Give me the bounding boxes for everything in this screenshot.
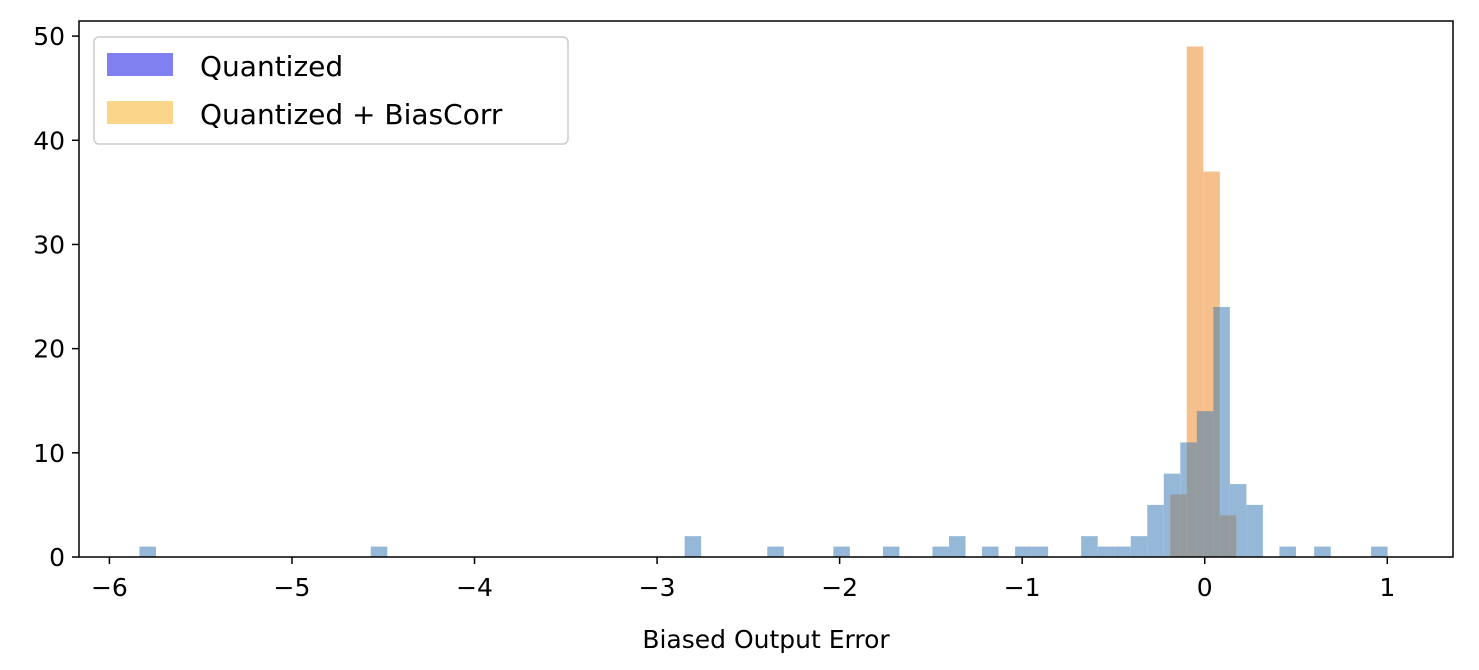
x-tick-label: −1	[1004, 573, 1041, 602]
x-tick-label: 1	[1379, 573, 1395, 602]
bar-quantized-2	[684, 536, 702, 557]
bar-overlap-5	[1213, 306, 1220, 557]
x-tick-label: −4	[456, 573, 493, 602]
bar-quantized-8	[982, 546, 999, 557]
bar-quantized-14	[1130, 536, 1148, 557]
y-tick-label: 20	[33, 335, 65, 364]
plot-frame	[78, 20, 1454, 558]
bar-quantized-5	[882, 546, 900, 557]
bar-quantized-0	[139, 546, 156, 557]
legend-swatch-quantized	[107, 53, 173, 76]
bar-overlap-2	[1186, 442, 1197, 557]
bar-overlap-3	[1196, 411, 1204, 557]
bar-quantized-1	[370, 546, 388, 557]
bar-quantized-15	[1147, 504, 1164, 557]
bar-quantized-21	[1246, 504, 1263, 557]
bar-quantized-22	[1279, 546, 1296, 557]
legend-label-biascorr: Quantized + BiasCorr	[200, 98, 503, 131]
bar-quantized-7	[949, 536, 966, 557]
bar-quantized-9	[1015, 546, 1032, 557]
x-tick-label: −3	[639, 573, 676, 602]
bar-quantized-4	[833, 546, 850, 557]
x-tick-label: −5	[274, 573, 311, 602]
bar-overlap-6	[1219, 515, 1230, 557]
bar-quantized-11	[1081, 536, 1098, 557]
bar-overlap-7	[1229, 515, 1237, 557]
overlap-bars	[1170, 306, 1237, 557]
legend: Quantized Quantized + BiasCorr	[93, 36, 569, 145]
legend-swatch-biascorr	[107, 101, 173, 124]
y-tick-label: 40	[33, 126, 65, 155]
y-axis-ticks: 0 10 20 30 40 50	[33, 22, 79, 572]
x-tick-label: −2	[821, 573, 858, 602]
bar-overlap-1	[1180, 494, 1187, 557]
legend-box	[93, 36, 569, 145]
bar-quantized-12	[1097, 546, 1115, 557]
bar-quantized-13	[1114, 546, 1131, 557]
y-tick-label: 10	[33, 439, 65, 468]
bar-quantized-23	[1314, 546, 1331, 557]
y-tick-label: 50	[33, 22, 65, 51]
bar-quantized-3	[767, 546, 784, 557]
bar-quantized-10	[1031, 546, 1049, 557]
bar-quantized-24	[1371, 546, 1388, 557]
bar-quantized-6	[932, 546, 950, 557]
x-axis-label: Biased Output Error	[642, 625, 890, 654]
x-axis-ticks: −6 −5 −4 −3 −2 −1 0 1	[91, 557, 1395, 602]
y-tick-label: 30	[33, 230, 65, 259]
x-tick-label: −6	[91, 573, 128, 602]
bar-overlap-4	[1203, 411, 1214, 557]
x-tick-label: 0	[1197, 573, 1213, 602]
bar-overlap-0	[1170, 494, 1181, 557]
y-tick-label: 0	[49, 543, 65, 572]
legend-label-quantized: Quantized	[200, 50, 343, 83]
